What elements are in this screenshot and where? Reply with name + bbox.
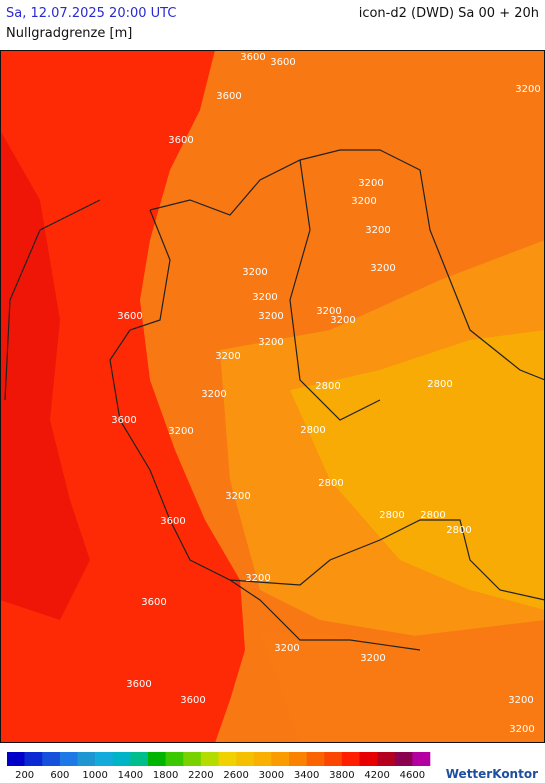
contour-label: 3200 xyxy=(225,491,250,502)
colorbar-swatch xyxy=(412,752,431,766)
contour-label: 3200 xyxy=(316,306,341,317)
contour-label: 3200 xyxy=(330,315,355,326)
region-low xyxy=(290,330,545,610)
colorbar-label: 3000 xyxy=(259,770,284,781)
colorbar-label: 2600 xyxy=(223,770,248,781)
colorbar-swatch xyxy=(236,752,255,766)
colorbar-swatch xyxy=(7,752,25,766)
model-run: icon-d2 (DWD) Sa 00 + 20h xyxy=(358,6,539,21)
colorbar-label: 4600 xyxy=(400,770,425,781)
borders xyxy=(4,149,545,651)
contour-label: 2800 xyxy=(427,379,452,390)
colorbar-label: 1800 xyxy=(153,770,178,781)
contour-label: 3600 xyxy=(180,695,205,706)
contour-label: 2800 xyxy=(318,478,343,489)
contour-label: 2800 xyxy=(446,525,471,536)
region-south xyxy=(260,620,545,743)
contour-label: 3200 xyxy=(258,337,283,348)
colorbar-swatch xyxy=(130,752,149,766)
contour-label: 2800 xyxy=(315,381,340,392)
contour-label: 3600 xyxy=(111,415,136,426)
colorbar-swatch xyxy=(289,752,307,766)
colorbar-swatch xyxy=(200,752,219,766)
contour-label: 2800 xyxy=(379,510,404,521)
border-line xyxy=(4,199,101,401)
border-line xyxy=(109,209,545,601)
contour-label: 3200 xyxy=(245,573,270,584)
contour-label: 3200 xyxy=(351,196,376,207)
contour-label: 3200 xyxy=(242,267,267,278)
contour-label: 3600 xyxy=(141,597,166,608)
contour-label: 3200 xyxy=(508,695,533,706)
contour-label: 3600 xyxy=(270,57,295,68)
valid-time: Sa, 12.07.2025 20:00 UTC xyxy=(6,6,177,21)
colorbar-label: 600 xyxy=(50,770,69,781)
contour-label: 3600 xyxy=(126,679,151,690)
brand: WetterKontor xyxy=(446,767,538,781)
region-highest xyxy=(0,130,90,620)
contour-label: 3200 xyxy=(365,225,390,236)
contour-label: 3200 xyxy=(360,653,385,664)
colorbar-swatch xyxy=(24,752,43,766)
colorbar-swatch xyxy=(165,752,184,766)
contour-label: 3200 xyxy=(274,643,299,654)
contour-label: 2800 xyxy=(420,510,445,521)
colorbar-label: 2200 xyxy=(188,770,213,781)
contour-label: 2800 xyxy=(300,425,325,436)
colorbar-swatch xyxy=(77,752,96,766)
colorbar-swatch xyxy=(218,752,237,766)
contour-label: 3600 xyxy=(240,52,265,63)
border-line xyxy=(289,159,381,421)
colorbar-label: 4200 xyxy=(364,770,389,781)
contour-label: 3200 xyxy=(215,351,240,362)
contour-label: 3200 xyxy=(509,724,534,735)
colorbar-swatch xyxy=(306,752,325,766)
parameter: Nullgradgrenze [m] xyxy=(6,26,133,41)
colorbar-swatch xyxy=(95,752,114,766)
colorbar-swatch xyxy=(148,752,166,766)
colorbar-label: 3800 xyxy=(329,770,354,781)
colorbar-label: 200 xyxy=(15,770,34,781)
colorbar-swatch xyxy=(183,752,202,766)
contour-label: 3200 xyxy=(168,426,193,437)
colorbar-swatch xyxy=(42,752,61,766)
contour-label: 3200 xyxy=(515,84,540,95)
colorbar-label: 1400 xyxy=(118,770,143,781)
contour-label: 3200 xyxy=(252,292,277,303)
colorbar-label: 1000 xyxy=(82,770,107,781)
contour-label: 3200 xyxy=(201,389,226,400)
contour-label: 3200 xyxy=(358,178,383,189)
colorbar-swatch xyxy=(112,752,131,766)
colorbar-swatch xyxy=(359,752,378,766)
colorbar-swatch xyxy=(253,752,272,766)
contour-label: 3600 xyxy=(160,516,185,527)
colorbar-swatch xyxy=(324,752,343,766)
colorbar-swatch xyxy=(59,752,78,766)
colorbar-swatch xyxy=(377,752,396,766)
colorbar-swatch xyxy=(341,752,360,766)
contour-label: 3200 xyxy=(370,263,395,274)
contour-label: 3600 xyxy=(168,135,193,146)
contour-label: 3200 xyxy=(258,311,283,322)
border-line xyxy=(229,579,421,651)
colorbar-swatch xyxy=(271,752,290,766)
colorbar-label: 3400 xyxy=(294,770,319,781)
contour-label: 3600 xyxy=(216,91,241,102)
contour-label: 3600 xyxy=(117,311,142,322)
colorbar-swatch xyxy=(394,752,413,766)
border-line xyxy=(149,149,545,381)
